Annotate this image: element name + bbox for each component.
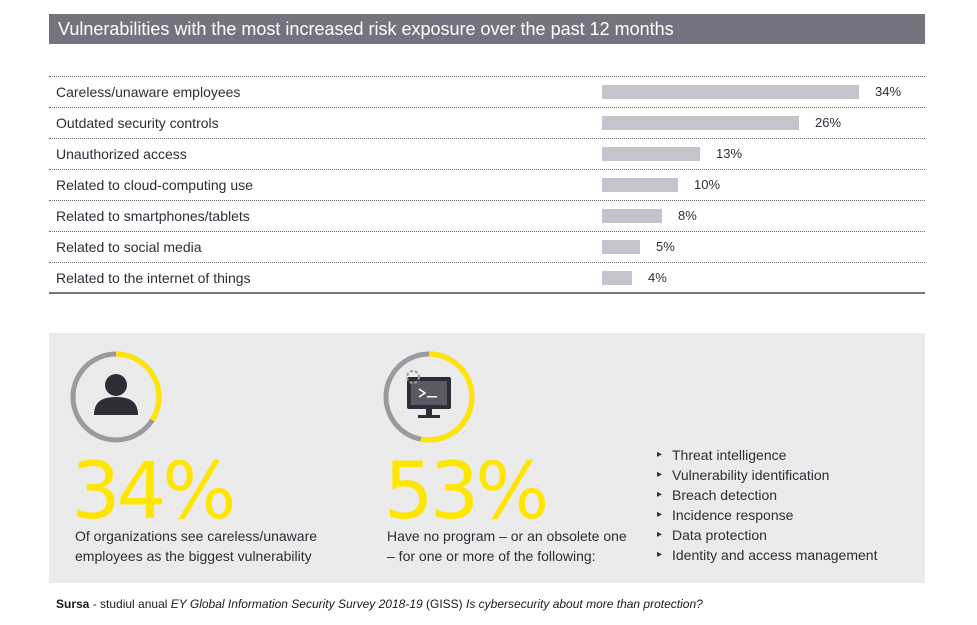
bar: [602, 240, 640, 254]
bullet-item: Breach detection: [657, 485, 877, 505]
computer-monitor-icon: [406, 370, 451, 418]
source-label: Sursa: [56, 597, 90, 611]
stat-ring-right: [383, 351, 475, 443]
chart-row: Outdated security controls 26%: [49, 107, 925, 138]
bar: [602, 85, 859, 99]
bullet-list: Threat intelligence Vulnerability identi…: [657, 445, 877, 565]
value-label: 34%: [875, 84, 902, 99]
category-label: Unauthorized access: [56, 146, 187, 162]
bar: [602, 271, 632, 285]
chart-row: Careless/unaware employees 34%: [49, 76, 925, 107]
chart-row: Related to smartphones/tablets 8%: [49, 200, 925, 231]
bullet-item: Incidence response: [657, 505, 877, 525]
stat-desc-left: Of organizations see careless/unaware em…: [75, 526, 317, 566]
stat-desc-left-line2: employees as the biggest vulnerability: [75, 548, 312, 564]
chart-row: Related to the internet of things 4%: [49, 262, 925, 293]
value-label: 5%: [656, 239, 675, 254]
bar-chart: Careless/unaware employees 34% Outdated se…: [49, 76, 925, 294]
bar: [602, 147, 700, 161]
value-label: 10%: [694, 177, 721, 192]
person-icon: [94, 374, 138, 415]
bar: [602, 116, 799, 130]
value-label: 8%: [678, 208, 697, 223]
source-text: - studiul anual: [89, 597, 171, 611]
source-abbr: (GISS): [422, 597, 467, 611]
bullet-item: Vulnerability identification: [657, 465, 877, 485]
chart-title-bar: Vulnerabilities with the most increased …: [49, 14, 925, 44]
bullet-item: Threat intelligence: [657, 445, 877, 465]
source-question: Is cybersecurity about more than protect…: [466, 597, 703, 611]
stat-desc-right-line2: – for one or more of the following:: [387, 548, 596, 564]
category-label: Related to the internet of things: [56, 270, 251, 286]
value-label: 4%: [648, 270, 667, 285]
source-note: Sursa - studiul anual EY Global Informat…: [56, 597, 703, 611]
stats-panel: 34% Of organizations see careless/unawar…: [49, 333, 925, 583]
stat-ring-left-progress: [70, 351, 162, 443]
category-label: Careless/unaware employees: [56, 84, 241, 100]
stat-ring-right-progress: [383, 351, 475, 443]
stat-desc-right: Have no program – or an obsolete one – f…: [387, 526, 627, 566]
category-label: Related to smartphones/tablets: [56, 208, 250, 224]
stat-ring-left: [70, 351, 162, 443]
stat-number-right: 53%: [384, 447, 549, 537]
category-label: Related to social media: [56, 239, 202, 255]
source-survey: EY Global Information Security Survey 20…: [170, 597, 423, 611]
value-label: 13%: [716, 146, 743, 161]
stat-number-left: 34%: [71, 447, 236, 537]
chart-title: Vulnerabilities with the most increased …: [58, 19, 674, 39]
category-label: Related to cloud-computing use: [56, 177, 253, 193]
chart-row: Related to social media 5%: [49, 231, 925, 262]
bullet-item: Identity and access management: [657, 545, 877, 565]
bullet-item: Data protection: [657, 525, 877, 545]
bar: [602, 178, 678, 192]
value-label: 26%: [815, 115, 842, 130]
chart-row: Unauthorized access 13%: [49, 138, 925, 169]
stat-desc-left-line1: Of organizations see careless/unaware: [75, 528, 318, 544]
stat-desc-right-line1: Have no program – or an obsolete one: [387, 528, 627, 544]
category-label: Outdated security controls: [56, 115, 219, 131]
chart-bottom-rule: [49, 292, 925, 294]
bar: [602, 209, 662, 223]
chart-row: Related to cloud-computing use 10%: [49, 169, 925, 200]
